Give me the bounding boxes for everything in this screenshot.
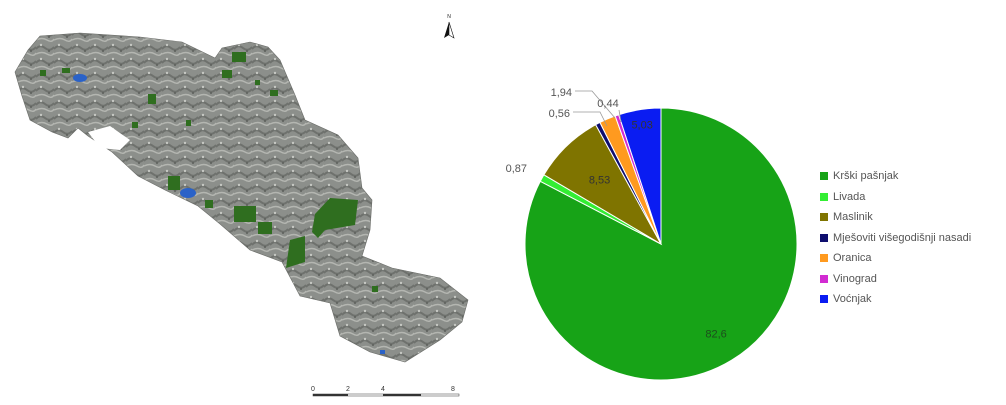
pie-leader-lines xyxy=(573,90,622,127)
legend-item-maslinik: Maslinik xyxy=(820,207,971,228)
legend-swatch xyxy=(820,213,828,222)
legend-item-livada: Livada xyxy=(820,187,971,208)
pie-label-maslinik: 8,53 xyxy=(589,174,610,186)
leader-line-oranica xyxy=(575,90,616,119)
legend-label: Voćnjak xyxy=(833,293,872,306)
pie-label-vocnjak: 5,03 xyxy=(631,120,652,132)
legend-item-vocnjak: Voćnjak xyxy=(820,289,971,310)
pie-label-livada: 0,87 xyxy=(506,163,527,175)
pie-label-oranica: 1,94 xyxy=(551,87,572,99)
legend-swatch xyxy=(820,254,828,263)
legend-swatch xyxy=(820,295,828,304)
legend-item-mjesoviti-visegodisnji-nasadi: Mješoviti višegodišnji nasadi xyxy=(820,228,971,249)
scale-tick-2: 2 xyxy=(346,386,350,393)
legend-label: Oranica xyxy=(833,252,872,265)
pasture-parcels xyxy=(40,52,378,292)
legend-label: Krški pašnjak xyxy=(833,170,899,183)
legend-label: Mješoviti višegodišnji nasadi xyxy=(833,231,972,244)
land-use-map: N 0 2 4 8 xyxy=(0,0,480,400)
legend-label: Livada xyxy=(833,190,866,203)
pie-label-vinograd: 0,44 xyxy=(597,98,618,110)
scale-tick-8: 8 xyxy=(451,386,455,393)
legend-label: Vinograd xyxy=(833,272,877,285)
legend-item-krski-pasnjak: Krški pašnjak xyxy=(820,166,971,187)
scale-tick-0: 0 xyxy=(311,386,315,393)
pie-chart: 82,6 0,87 8,53 0,56 1,94 0,44 5,03 xyxy=(506,87,798,381)
legend-label: Maslinik xyxy=(833,211,873,224)
chart-legend: Krški pašnjak Livada Maslinik Mješoviti viš… xyxy=(820,166,971,310)
leader-line-vinograd xyxy=(618,109,622,123)
legend-item-oranica: Oranica xyxy=(820,248,971,269)
pie-label-mjesoviti-visegodisnji-nasadi: 0,56 xyxy=(549,108,570,120)
leader-line-mjesoviti-visegodisnji-nasadi xyxy=(573,111,608,127)
territory-shape xyxy=(14,32,469,363)
north-arrow-icon: N xyxy=(444,14,455,39)
legend-swatch xyxy=(820,172,828,181)
scale-bar: 0 2 4 8 xyxy=(311,386,460,397)
pie-label-krski-pasnjak: 82,6 xyxy=(705,329,726,341)
legend-swatch xyxy=(820,233,828,242)
map-svg: N 0 2 4 8 xyxy=(14,14,469,397)
legend-item-vinograd: Vinograd xyxy=(820,269,971,290)
pie-slices xyxy=(524,107,798,381)
scale-tick-4: 4 xyxy=(381,386,385,393)
pie-data-labels: 82,6 0,87 8,53 0,56 1,94 0,44 5,03 xyxy=(506,87,727,341)
pie-slice-vocnjak xyxy=(618,107,662,245)
land-use-chart: 82,6 0,87 8,53 0,56 1,94 0,44 5,03 Krški pašnj… xyxy=(480,0,1006,400)
north-label: N xyxy=(447,14,451,20)
legend-swatch xyxy=(820,274,828,283)
water-bodies xyxy=(73,74,385,354)
legend-swatch xyxy=(820,192,828,201)
